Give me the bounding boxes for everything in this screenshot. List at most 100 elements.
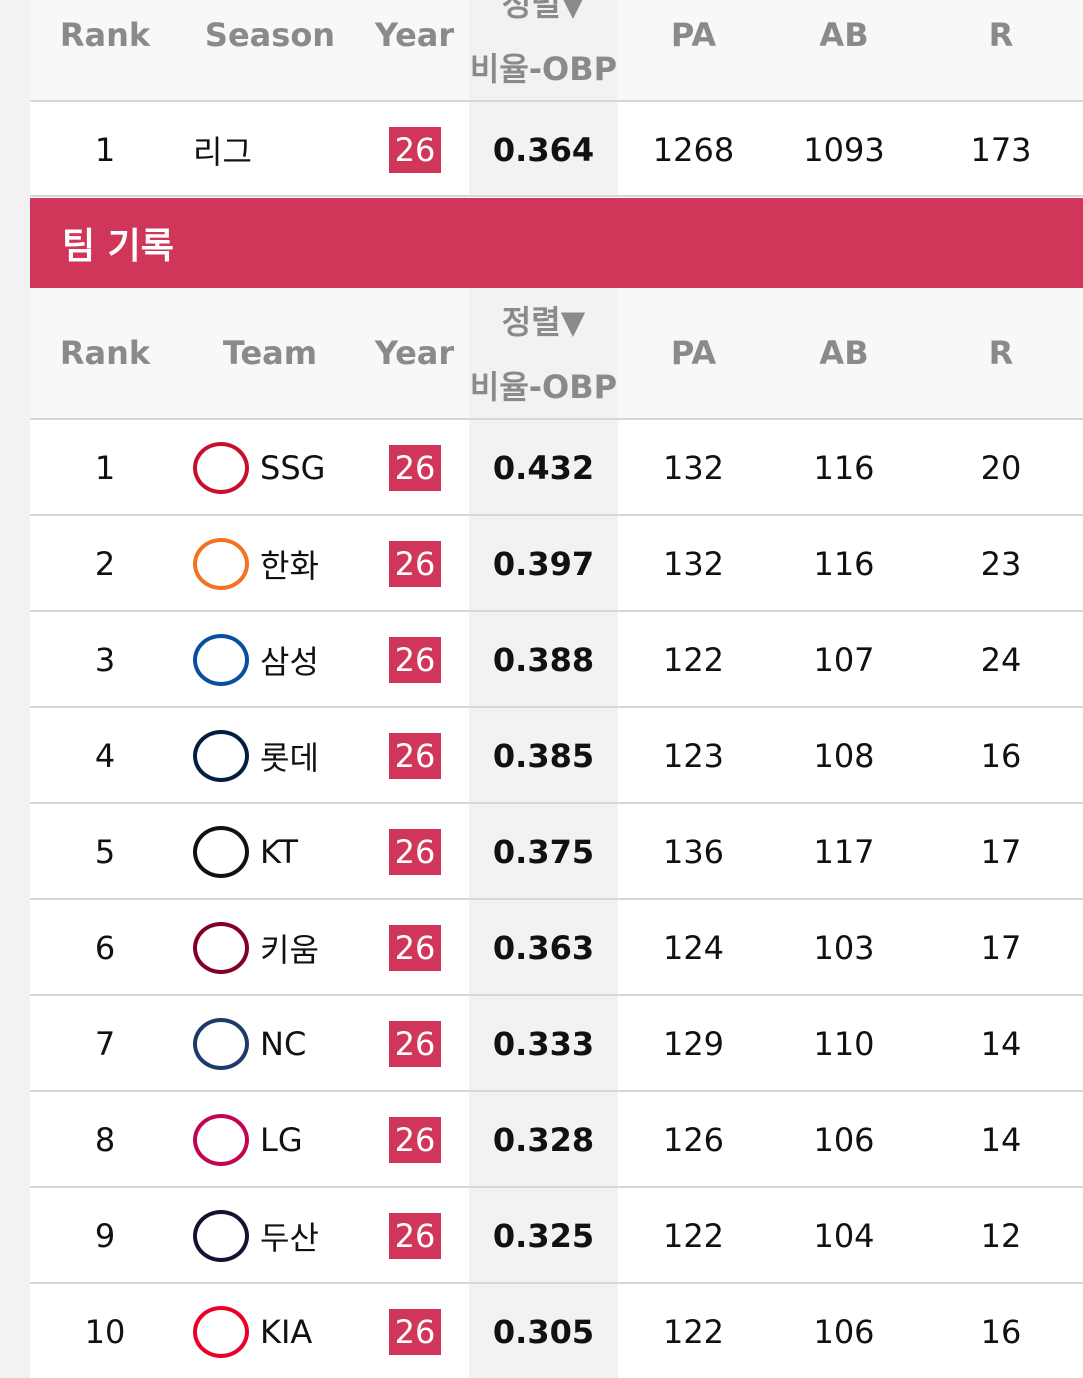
cell-value: 23	[980, 545, 1022, 583]
obp-value: 0.328	[492, 1121, 595, 1159]
cell-value: 108	[813, 737, 875, 775]
header-cell: PA	[670, 16, 717, 54]
team-logo	[193, 442, 249, 494]
cell-value: 126	[662, 1121, 725, 1159]
team-logo	[193, 1114, 249, 1166]
team-name: KT	[260, 833, 299, 871]
cell-value: 106	[813, 1313, 875, 1351]
cell-value: 106	[813, 1121, 875, 1159]
row-divider	[30, 898, 1083, 900]
cell-value: 6	[94, 929, 116, 967]
row-divider	[30, 1282, 1083, 1284]
header-cell: Season	[204, 16, 336, 54]
year-badge: 26	[389, 637, 441, 683]
year-badge: 26	[389, 541, 441, 587]
cell-value: 4	[94, 737, 116, 775]
row-divider	[30, 1186, 1083, 1188]
cell-value: 16	[980, 1313, 1022, 1351]
cell-value: 132	[662, 449, 725, 487]
team-name: SSG	[260, 449, 326, 487]
cell-value: 9	[94, 1217, 116, 1255]
team-logo	[193, 922, 249, 974]
side-strip	[0, 0, 30, 1378]
obp-value: 0.375	[492, 833, 595, 871]
team-logo	[193, 826, 249, 878]
cell-value: 1	[94, 130, 116, 169]
team-logo	[193, 1018, 249, 1070]
sorted-column-bg	[469, 288, 618, 1378]
year-badge: 26	[389, 733, 441, 779]
row-divider	[30, 610, 1083, 612]
season-name: 리그	[193, 132, 252, 171]
year-badge: 26	[389, 1021, 441, 1067]
cell-value: 129	[662, 1025, 725, 1063]
row-divider	[30, 195, 1083, 197]
team-name: 두산	[260, 1219, 319, 1257]
cell-value: 1268	[652, 130, 735, 169]
cell-value: 116	[813, 545, 875, 583]
cell-value: 122	[662, 1217, 725, 1255]
team-name: 한화	[260, 547, 319, 585]
row-divider	[30, 802, 1083, 804]
header-cell: AB	[819, 16, 869, 54]
year-badge: 26	[389, 1117, 441, 1163]
row-divider	[30, 994, 1083, 996]
cell-value: 173	[970, 130, 1032, 169]
cell-value: 2	[94, 545, 116, 583]
team-name: 키움	[260, 931, 319, 969]
team-logo	[193, 730, 249, 782]
cell-value: 116	[813, 449, 875, 487]
cell-value: 1093	[803, 130, 885, 169]
cell-value: 12	[980, 1217, 1022, 1255]
cell-value: 8	[94, 1121, 116, 1159]
year-badge: 26	[389, 1213, 441, 1259]
cell-value: 136	[662, 833, 725, 871]
cell-value: 16	[980, 737, 1022, 775]
obp-value: 0.363	[492, 929, 595, 967]
obp-value: 0.432	[492, 449, 595, 487]
section-banner: 팀 기록	[30, 198, 1083, 288]
header-cell: Year	[374, 334, 455, 372]
cell-value: 117	[813, 833, 875, 871]
row-divider	[30, 1090, 1083, 1092]
cell-value: 5	[94, 833, 116, 871]
divider	[30, 418, 1083, 420]
team-name: 삼성	[260, 643, 319, 681]
cell-value: 14	[980, 1025, 1022, 1063]
header-cell: Year	[374, 16, 455, 54]
header-cell: R	[988, 16, 1014, 54]
sort-button[interactable]: 정렬▼	[501, 303, 586, 341]
cell-value: 24	[980, 641, 1022, 679]
cell-value: 124	[662, 929, 725, 967]
header-cell: AB	[819, 334, 869, 372]
row-divider	[30, 514, 1083, 516]
cell-value: 132	[662, 545, 725, 583]
header-cell: Rank	[59, 16, 151, 54]
header-cell: 비율-OBP	[469, 368, 618, 406]
team-logo	[193, 634, 249, 686]
year-badge: 26	[389, 445, 441, 491]
year-badge: 26	[389, 925, 441, 971]
team-name: LG	[260, 1121, 303, 1159]
team-name: 롯데	[260, 739, 319, 777]
cell-value: 17	[980, 833, 1022, 871]
cell-value: 104	[813, 1217, 875, 1255]
header-cell: Team	[222, 334, 318, 372]
obp-value: 0.325	[492, 1217, 595, 1255]
header-cell: 비율-OBP	[469, 50, 618, 88]
sort-button[interactable]: 정렬▼	[501, 0, 586, 23]
cell-value: 10	[84, 1313, 126, 1351]
cell-value: 7	[94, 1025, 116, 1063]
obp-value: 0.388	[492, 641, 595, 679]
cell-value: 3	[94, 641, 116, 679]
team-logo	[193, 538, 249, 590]
obp-value: 0.397	[492, 545, 595, 583]
cell-value: 123	[662, 737, 725, 775]
sorted-column-bg	[469, 0, 618, 197]
cell-value: 107	[813, 641, 875, 679]
year-badge: 26	[389, 1309, 441, 1355]
header-cell: PA	[670, 334, 717, 372]
cell-value: 122	[662, 1313, 725, 1351]
header-cell: Rank	[59, 334, 151, 372]
cell-value: 20	[980, 449, 1022, 487]
